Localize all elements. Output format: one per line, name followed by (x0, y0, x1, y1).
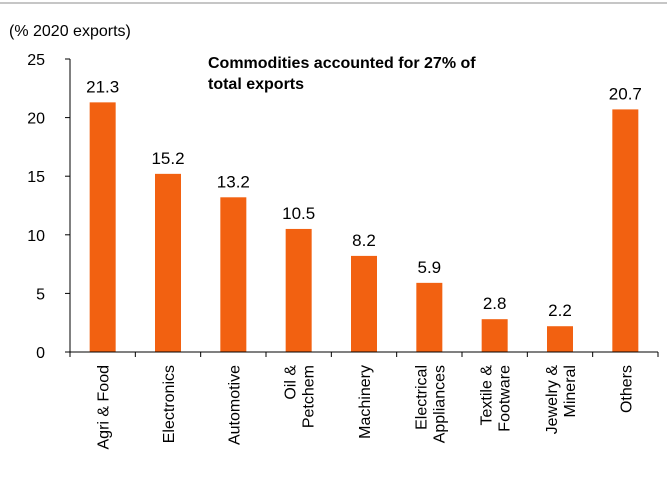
y-tick-label: 20 (27, 111, 45, 128)
x-tick-label: Electrical (413, 365, 430, 430)
x-tick-label-group: Machinery (357, 365, 374, 439)
x-tick-label-group: Agri & Food (96, 365, 113, 449)
bar (285, 228, 312, 352)
y-tick-label: 25 (27, 52, 45, 69)
x-tick-label: Machinery (357, 365, 374, 439)
y-axis: 0 5 10 15 20 25 (27, 52, 71, 362)
bar (351, 255, 377, 352)
data-label: 20.7 (609, 84, 642, 103)
data-label: 2.2 (548, 301, 572, 320)
x-tick-label-group: Textile & Footware (479, 365, 514, 432)
data-label: 8.2 (352, 231, 376, 250)
x-tick-label: Agri & Food (96, 365, 113, 449)
bar (547, 326, 573, 352)
bar (220, 197, 247, 352)
y-tick-label: 10 (27, 228, 45, 245)
x-tick-label-group: Electrical Appliances (413, 365, 448, 443)
x-tick-label-group: Oil & Petchem (283, 365, 318, 428)
data-label: 13.2 (217, 172, 250, 191)
data-label: 10.5 (282, 204, 315, 223)
annotation-line-1: Commodities accounted for 27% of (208, 55, 476, 72)
bar (89, 102, 116, 352)
x-tick-label: Others (618, 365, 635, 413)
bar (481, 319, 508, 352)
x-tick-label-group: Automotive (226, 365, 243, 445)
data-label: 21.3 (86, 77, 119, 96)
data-label: 15.2 (151, 149, 184, 168)
x-tick-label: Footware (497, 365, 514, 432)
data-labels-group: 21.3 15.2 13.2 10.5 8.2 5.9 2.8 2.2 20.7 (86, 77, 642, 320)
x-tick-label: Jewelry & (544, 365, 561, 435)
x-tick-label: Textile & (479, 365, 496, 426)
y-tick-label: 5 (36, 286, 45, 303)
bar (155, 173, 181, 352)
bar (612, 109, 639, 353)
x-tick-label: Oil & (283, 365, 300, 400)
x-tick-label: Automotive (226, 365, 243, 445)
data-label: 2.8 (483, 294, 507, 313)
x-tick-label: Appliances (431, 365, 448, 443)
annotation-line-2: total exports (208, 76, 304, 93)
x-tick-label-group: Electronics (161, 365, 178, 443)
bars-group (89, 102, 639, 353)
bar (416, 282, 443, 352)
x-axis: Agri & Food Electronics Automotive Oil & Pet… (69, 351, 659, 449)
x-tick-label: Mineral (562, 365, 579, 417)
x-tick-label-group: Jewelry & Mineral (544, 365, 579, 435)
data-label: 5.9 (418, 258, 442, 277)
y-tick-label: 0 (36, 345, 45, 362)
chart-annotation: Commodities accounted for 27% of total e… (208, 55, 480, 93)
x-tick-label: Electronics (161, 365, 178, 443)
y-tick-label: 15 (27, 169, 45, 186)
y-axis-label: (% 2020 exports) (9, 23, 131, 40)
x-tick-label: Petchem (301, 365, 318, 428)
x-tick-label-group: Others (618, 365, 635, 413)
